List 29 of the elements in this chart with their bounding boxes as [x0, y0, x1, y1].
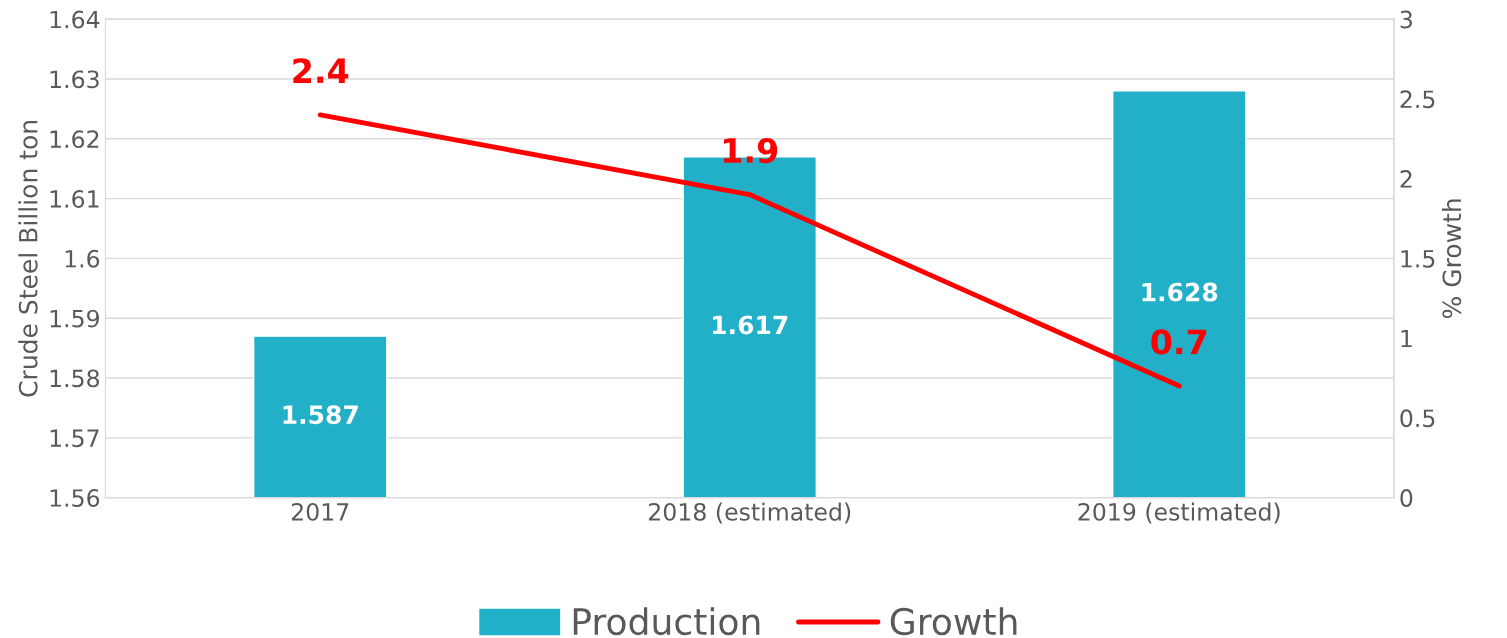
x-tick-label: 2019 (estimated): [1078, 502, 1280, 524]
y-tick-label: 1.64: [50, 10, 100, 29]
data-label: 1.617: [713, 315, 788, 335]
y2-tick-label: 2.5: [1400, 90, 1435, 109]
y2-tick-label: 0: [1400, 489, 1413, 507]
data-label: 2.4: [293, 58, 349, 83]
y-tick-label: 1.57: [50, 429, 99, 448]
y2-tick-label: 2: [1400, 170, 1412, 188]
legend-label: Growth: [890, 607, 1017, 636]
data-label: 1.628: [1142, 282, 1218, 302]
y-tick-label: 1.6: [65, 249, 100, 268]
y2-tick-label: 1: [1401, 329, 1412, 348]
y2-tick-label: 0.5: [1400, 409, 1435, 428]
data-label: 1.587: [283, 405, 358, 425]
data-label: 1.9: [723, 137, 778, 164]
y-tick-label: 1.62: [50, 130, 99, 149]
y-axis-title: Crude Steel Billion ton: [18, 120, 38, 397]
x-tick-label: 2018 (estimated): [649, 502, 851, 524]
legend-label: Production: [573, 607, 760, 636]
x-tick-label: 2017: [291, 502, 349, 521]
data-label: 0.7: [1151, 329, 1207, 355]
y-tick-label: 1.63: [50, 70, 99, 89]
y2-tick-label: 1.5: [1401, 250, 1435, 268]
y-tick-label: 1.58: [50, 369, 100, 388]
y-tick-label: 1.61: [50, 190, 99, 208]
y2-tick-label: 3: [1400, 10, 1412, 29]
y2-axis-title: % Growth: [1441, 199, 1462, 319]
y-tick-label: 1.56: [50, 489, 100, 507]
y-tick-label: 1.59: [50, 309, 99, 328]
